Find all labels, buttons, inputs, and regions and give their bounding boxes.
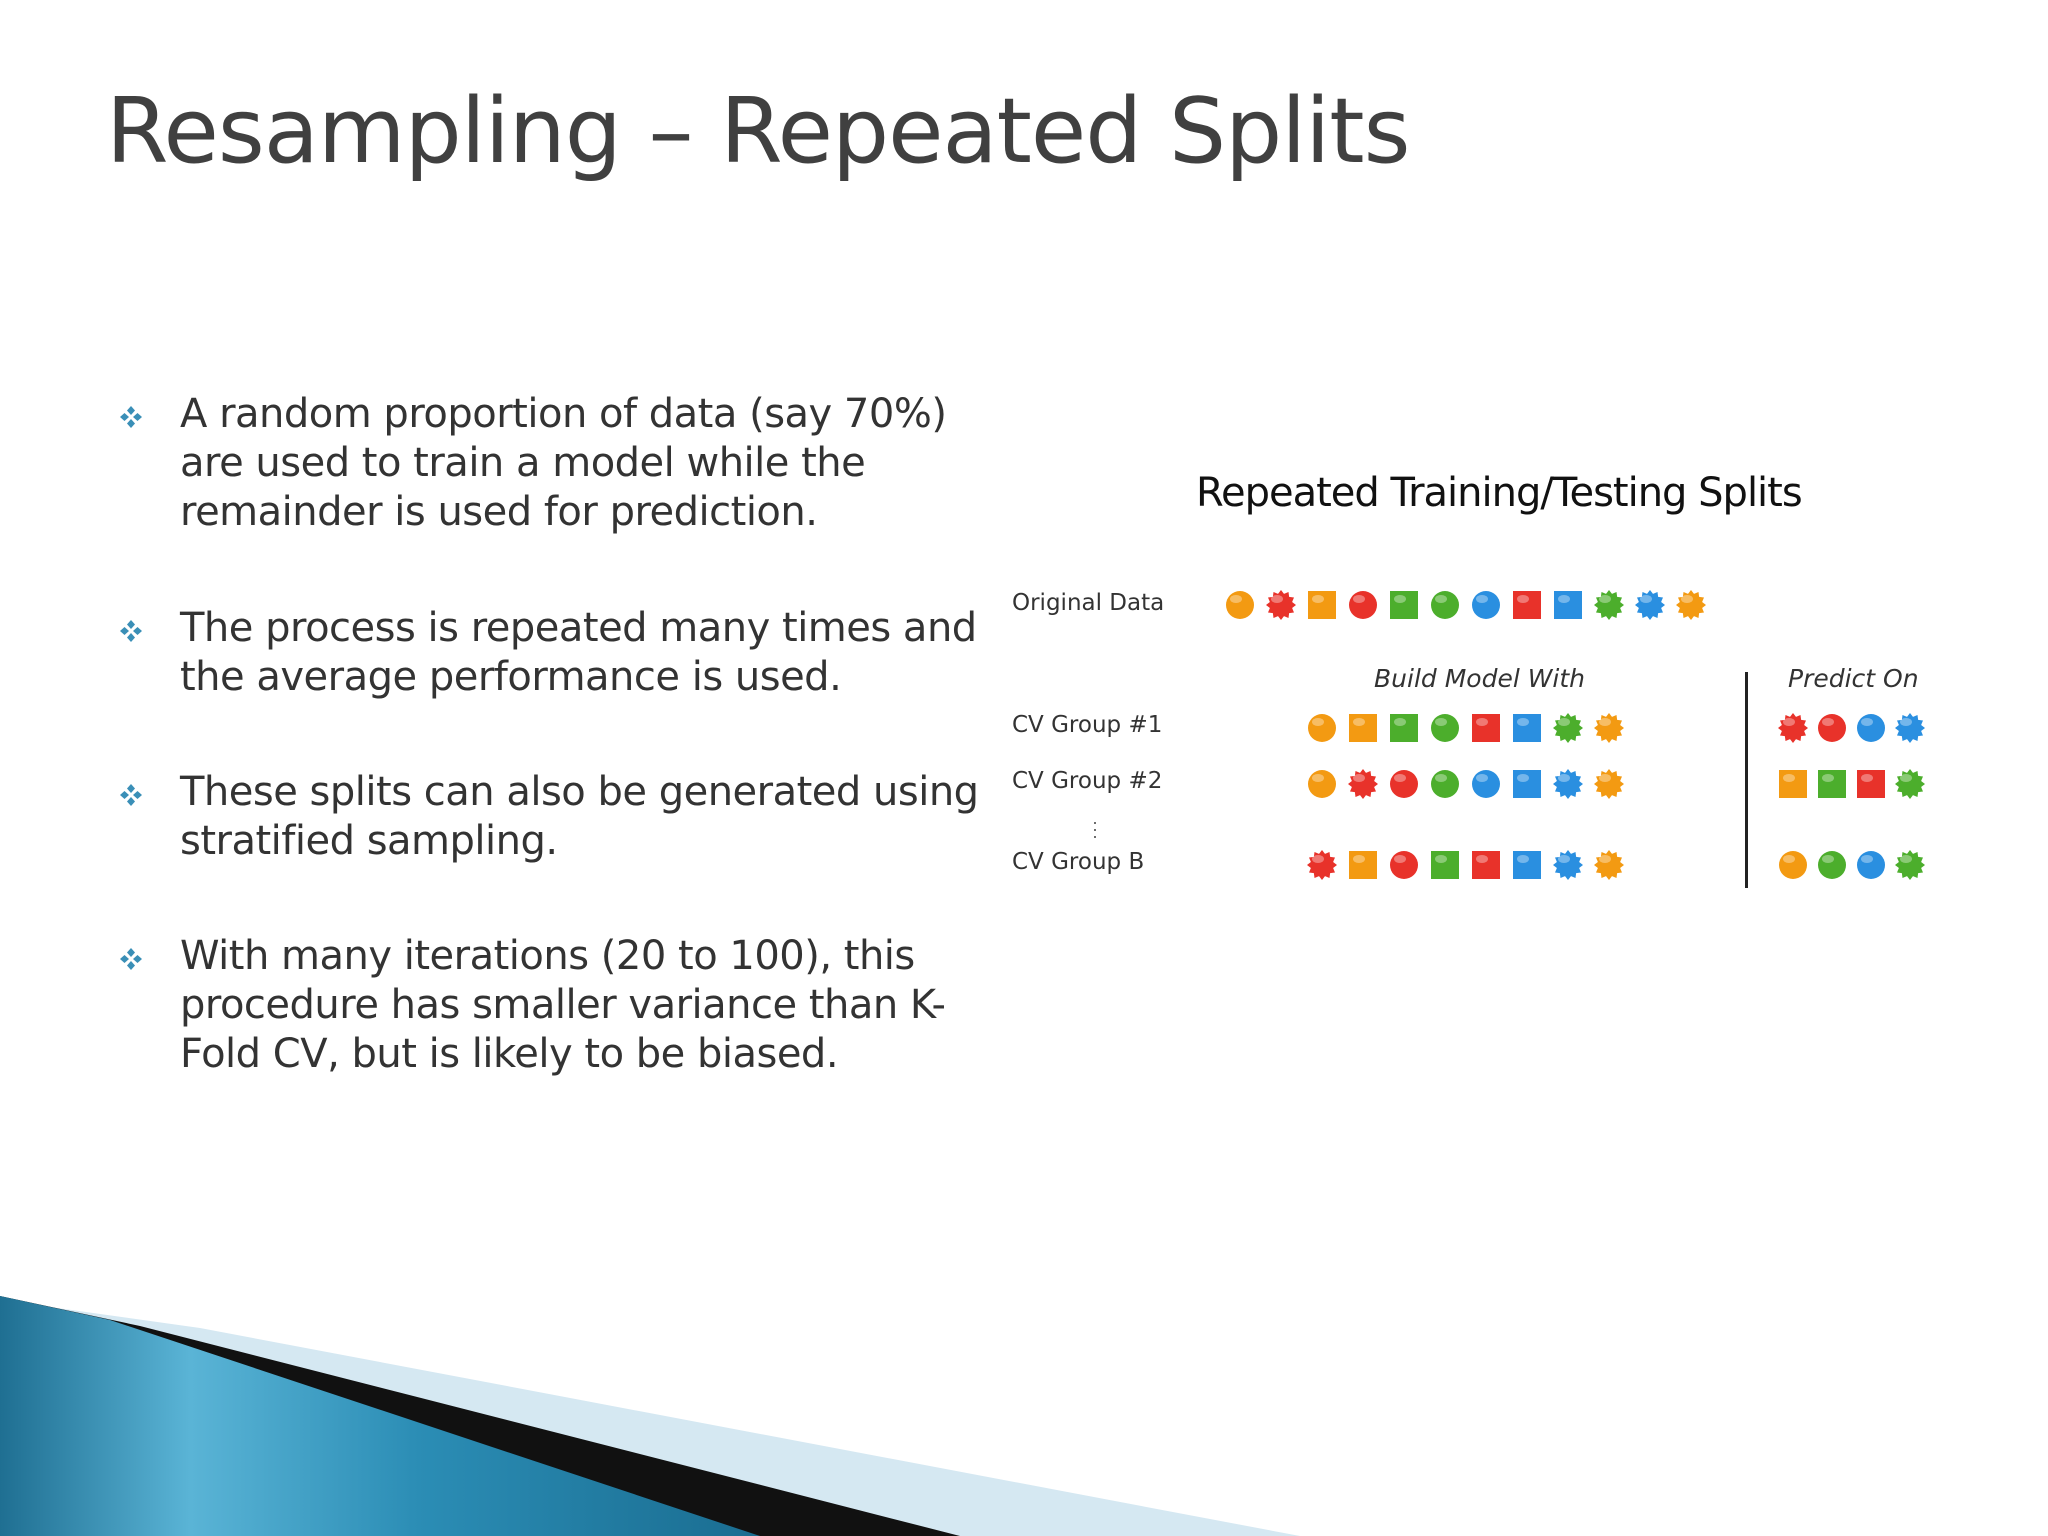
bullet-text: The process is repeated many times and t… [180, 605, 977, 700]
orange-star-icon [1594, 850, 1624, 880]
red-square-icon [1857, 770, 1885, 798]
decorative-swoosh [0, 1296, 1300, 1536]
red-circle-icon [1349, 591, 1377, 619]
row-label-original-data: Original Data [1012, 590, 1165, 616]
orange-square-icon [1779, 770, 1807, 798]
orange-star-icon [1676, 590, 1706, 620]
green-circle-icon [1431, 714, 1459, 742]
blue-circle-icon [1857, 851, 1885, 879]
diamond-cluster-icon [120, 948, 142, 970]
blue-circle-icon [1857, 714, 1885, 742]
blue-star-icon [1553, 850, 1583, 880]
red-circle-icon [1390, 851, 1418, 879]
red-star-icon [1266, 590, 1296, 620]
green-star-icon [1895, 850, 1925, 880]
blue-square-icon [1554, 591, 1582, 619]
diamond-cluster-icon [120, 406, 142, 428]
build-predict-divider [1745, 672, 1748, 888]
row-label-cv-group-2: CV Group #2 [1012, 768, 1163, 794]
blue-star-icon [1553, 769, 1583, 799]
green-square-icon [1390, 591, 1418, 619]
orange-square-icon [1308, 591, 1336, 619]
diamond-cluster-icon [120, 784, 142, 806]
bullet-text: These splits can also be generated using… [180, 769, 979, 864]
splits-diagram: Repeated Training/Testing Splits Origina… [990, 450, 1950, 920]
green-square-icon [1390, 714, 1418, 742]
row-label-cv-group-b: CV Group B [1012, 849, 1145, 875]
predict-on-header: Predict On [1788, 664, 1919, 693]
orange-square-icon [1349, 851, 1377, 879]
orange-circle-icon [1226, 591, 1254, 619]
green-star-icon [1594, 590, 1624, 620]
orange-circle-icon [1779, 851, 1807, 879]
orange-circle-icon [1308, 770, 1336, 798]
orange-star-icon [1594, 769, 1624, 799]
blue-circle-icon [1472, 591, 1500, 619]
red-circle-icon [1818, 714, 1846, 742]
bullet-text: With many iterations (20 to 100), this p… [180, 933, 946, 1077]
green-circle-icon [1431, 591, 1459, 619]
green-square-icon [1431, 851, 1459, 879]
green-star-icon [1895, 769, 1925, 799]
red-circle-icon [1390, 770, 1418, 798]
blue-square-icon [1513, 851, 1541, 879]
green-square-icon [1818, 770, 1846, 798]
red-star-icon [1778, 713, 1808, 743]
orange-circle-icon [1308, 714, 1336, 742]
row-label-cv-group-1: CV Group #1 [1012, 712, 1163, 738]
blue-star-icon [1895, 713, 1925, 743]
diagram-title: Repeated Training/Testing Splits [1196, 470, 1803, 516]
bullet-text: A random proportion of data (say 70%) ar… [180, 391, 947, 535]
green-circle-icon [1431, 770, 1459, 798]
red-square-icon [1472, 851, 1500, 879]
red-square-icon [1472, 714, 1500, 742]
orange-star-icon [1594, 713, 1624, 743]
blue-star-icon [1635, 590, 1665, 620]
red-star-icon [1307, 850, 1337, 880]
orange-square-icon [1349, 714, 1377, 742]
red-star-icon [1348, 769, 1378, 799]
slide-title: Resampling – Repeated Splits [106, 79, 1410, 184]
red-square-icon [1513, 591, 1541, 619]
green-circle-icon [1818, 851, 1846, 879]
blue-circle-icon [1472, 770, 1500, 798]
blue-square-icon [1513, 714, 1541, 742]
green-star-icon [1553, 713, 1583, 743]
build-model-header: Build Model With [1374, 664, 1586, 693]
diamond-cluster-icon [120, 620, 142, 642]
vertical-ellipsis: · · · [1092, 812, 1098, 846]
blue-square-icon [1513, 770, 1541, 798]
